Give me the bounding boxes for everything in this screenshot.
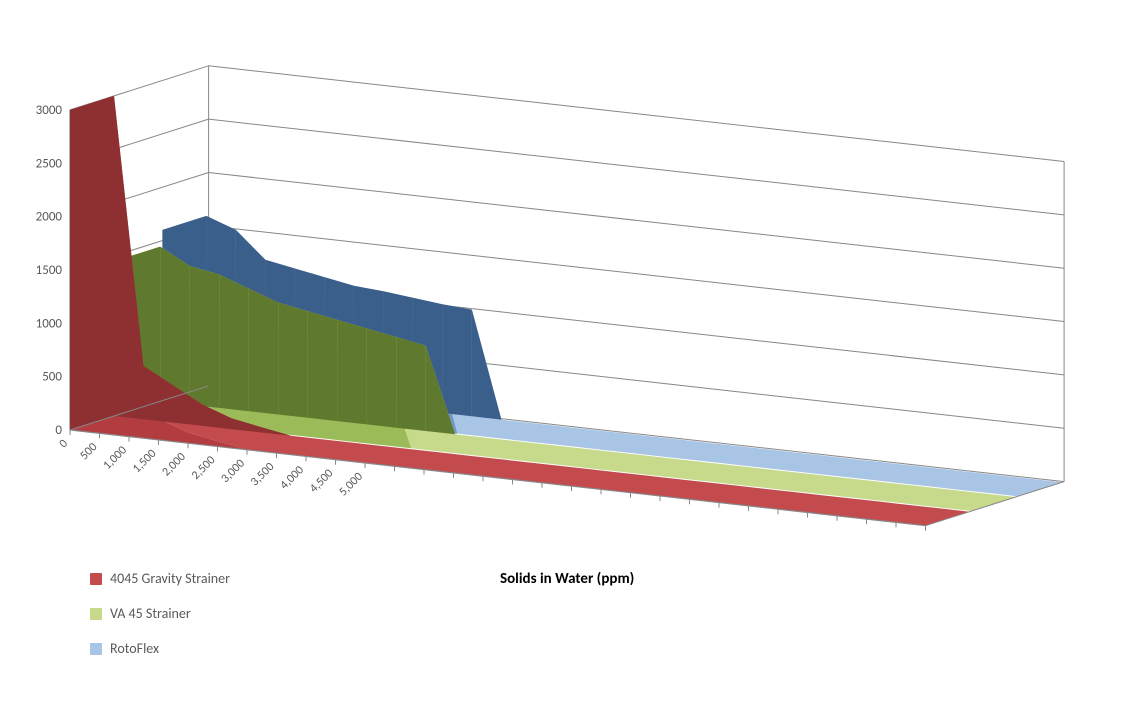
legend-swatch bbox=[90, 608, 102, 620]
svg-text:1,500: 1,500 bbox=[130, 447, 159, 476]
legend-label: 4045 Gravity Strainer bbox=[110, 570, 230, 587]
svg-text:500: 500 bbox=[42, 370, 62, 385]
svg-text:0: 0 bbox=[57, 437, 71, 451]
svg-text:2,500: 2,500 bbox=[189, 453, 218, 482]
legend-swatch bbox=[90, 643, 102, 655]
svg-text:2000: 2000 bbox=[36, 210, 63, 225]
svg-text:3,000: 3,000 bbox=[219, 457, 248, 486]
svg-text:2500: 2500 bbox=[36, 156, 63, 171]
svg-text:500: 500 bbox=[78, 440, 101, 463]
svg-text:4,500: 4,500 bbox=[307, 467, 336, 496]
svg-text:0: 0 bbox=[55, 423, 62, 438]
legend-item: 4045 Gravity Strainer bbox=[90, 570, 230, 587]
svg-text:3,500: 3,500 bbox=[248, 460, 277, 489]
svg-text:3000: 3000 bbox=[36, 103, 63, 118]
legend-item: VA 45 Strainer bbox=[90, 605, 230, 622]
svg-text:1000: 1000 bbox=[36, 316, 63, 331]
area3d-chart: 05001000150020002500300005001,0001,5002,… bbox=[0, 0, 1146, 560]
svg-text:4,000: 4,000 bbox=[278, 463, 307, 492]
legend-item: RotoFlex bbox=[90, 640, 230, 657]
x-axis-title: Solids in Water (ppm) bbox=[500, 570, 634, 588]
chart-container: 05001000150020002500300005001,0001,5002,… bbox=[0, 0, 1146, 711]
legend-label: RotoFlex bbox=[110, 640, 159, 657]
legend-label: VA 45 Strainer bbox=[110, 605, 191, 622]
legend-swatch bbox=[90, 573, 102, 585]
svg-text:2,000: 2,000 bbox=[160, 450, 189, 479]
legend: 4045 Gravity Strainer VA 45 Strainer Rot… bbox=[90, 570, 230, 675]
svg-text:1,000: 1,000 bbox=[101, 444, 130, 473]
svg-text:1500: 1500 bbox=[36, 263, 63, 278]
svg-text:5,000: 5,000 bbox=[337, 470, 366, 499]
